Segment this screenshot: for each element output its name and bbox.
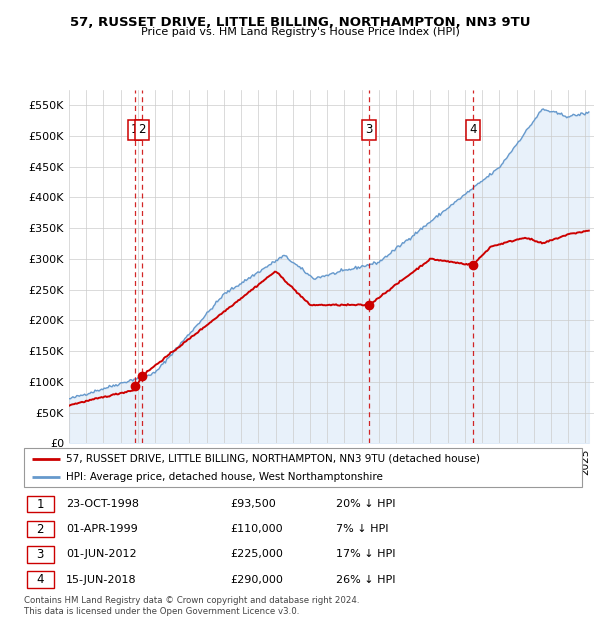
Text: 01-APR-1999: 01-APR-1999	[66, 525, 137, 534]
Text: 26% ↓ HPI: 26% ↓ HPI	[337, 575, 396, 585]
Text: 57, RUSSET DRIVE, LITTLE BILLING, NORTHAMPTON, NN3 9TU (detached house): 57, RUSSET DRIVE, LITTLE BILLING, NORTHA…	[66, 454, 480, 464]
Text: £93,500: £93,500	[230, 499, 276, 509]
Text: 7% ↓ HPI: 7% ↓ HPI	[337, 525, 389, 534]
Text: 2: 2	[37, 523, 44, 536]
Text: 3: 3	[37, 548, 44, 561]
Bar	[27, 572, 53, 588]
Text: Price paid vs. HM Land Registry's House Price Index (HPI): Price paid vs. HM Land Registry's House …	[140, 27, 460, 37]
Text: £225,000: £225,000	[230, 549, 283, 559]
Text: 57, RUSSET DRIVE, LITTLE BILLING, NORTHAMPTON, NN3 9TU: 57, RUSSET DRIVE, LITTLE BILLING, NORTHA…	[70, 16, 530, 29]
Bar	[27, 521, 53, 538]
Text: 1: 1	[37, 498, 44, 511]
Bar	[27, 546, 53, 562]
Bar	[27, 496, 53, 512]
Text: Contains HM Land Registry data © Crown copyright and database right 2024.
This d: Contains HM Land Registry data © Crown c…	[24, 596, 359, 616]
Text: 15-JUN-2018: 15-JUN-2018	[66, 575, 136, 585]
Text: HPI: Average price, detached house, West Northamptonshire: HPI: Average price, detached house, West…	[66, 472, 383, 482]
Text: £110,000: £110,000	[230, 525, 283, 534]
Text: 2: 2	[139, 123, 146, 136]
Text: 4: 4	[37, 573, 44, 586]
Text: 17% ↓ HPI: 17% ↓ HPI	[337, 549, 396, 559]
Text: £290,000: £290,000	[230, 575, 283, 585]
Text: 1: 1	[131, 123, 139, 136]
Text: 20% ↓ HPI: 20% ↓ HPI	[337, 499, 396, 509]
Text: 23-OCT-1998: 23-OCT-1998	[66, 499, 139, 509]
Text: 3: 3	[365, 123, 373, 136]
Text: 01-JUN-2012: 01-JUN-2012	[66, 549, 136, 559]
Text: 4: 4	[469, 123, 476, 136]
